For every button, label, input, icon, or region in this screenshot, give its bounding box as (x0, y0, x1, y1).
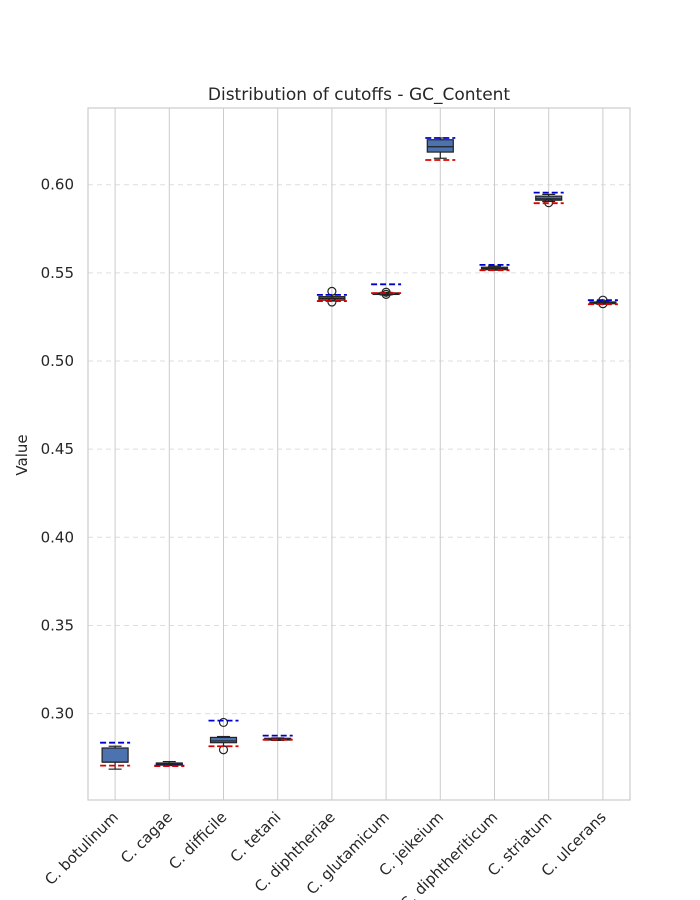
iqr-box (101, 747, 129, 763)
box-group (371, 283, 402, 299)
y-axis-ticks: 0.30 0.35 0.40 0.45 0.50 0.55 0.60 (41, 176, 74, 723)
box-group (533, 191, 564, 208)
box-group (479, 264, 510, 272)
y-tick-label: 0.55 (41, 264, 74, 282)
box-group (262, 734, 293, 742)
iqr-box (209, 736, 238, 744)
chart-title: Distribution of cutoffs - GC_Content (208, 85, 511, 105)
y-tick-label: 0.30 (41, 705, 74, 723)
box-marks (100, 137, 618, 770)
y-tick-label: 0.40 (41, 528, 74, 546)
y-axis-label: Value (13, 434, 31, 475)
box-group (316, 286, 347, 307)
y-tick-label: 0.35 (41, 616, 74, 634)
outlier-point (218, 717, 229, 728)
box-group (208, 717, 239, 755)
box-group (425, 137, 456, 161)
box-group (154, 760, 185, 768)
y-tick-label: 0.45 (41, 440, 74, 458)
iqr-box (426, 139, 454, 153)
x-tick-label: C. difficile (165, 808, 230, 873)
y-tick-label: 0.50 (41, 352, 74, 370)
y-tick-label: 0.60 (41, 176, 74, 194)
x-tick-label: C. botulinum (41, 808, 122, 889)
plot-frame (87, 107, 631, 801)
box-group (100, 741, 131, 770)
gridlines (88, 108, 630, 800)
box-group (587, 295, 618, 309)
